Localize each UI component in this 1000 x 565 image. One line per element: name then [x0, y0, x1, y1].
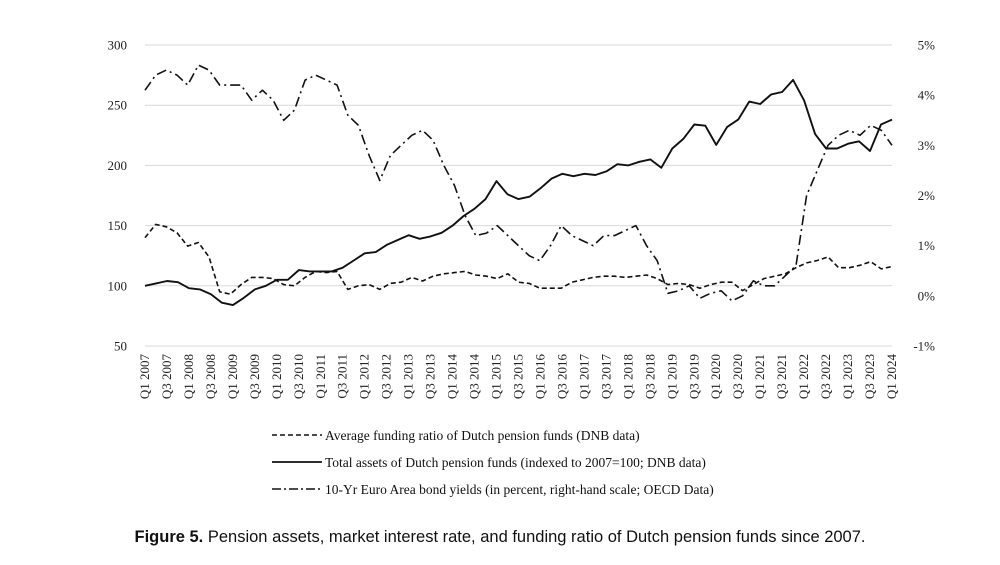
x-tick-label: Q3 2019	[686, 354, 701, 399]
x-tick-label: Q3 2023	[862, 354, 877, 399]
left-tick-label: 250	[108, 98, 128, 113]
right-tick-label: 1%	[918, 238, 936, 253]
figure-caption: Figure 5. Pension assets, market interes…	[0, 528, 1000, 547]
x-tick-label: Q1 2007	[137, 354, 152, 400]
right-tick-label: 3%	[918, 138, 936, 153]
x-tick-label: Q1 2017	[576, 354, 591, 400]
caption-label: Figure 5.	[134, 528, 204, 546]
right-axis: 5% 4% 3% 2% 1% 0% -1%	[913, 38, 935, 354]
right-tick-label: 5%	[918, 38, 936, 53]
x-tick-label: Q1 2015	[489, 354, 504, 399]
x-tick-label: Q1 2012	[357, 354, 372, 399]
caption-text: Pension assets, market interest rate, an…	[207, 528, 866, 546]
x-tick-label: Q3 2021	[774, 354, 789, 399]
x-tick-label: Q3 2007	[159, 354, 174, 400]
x-tick-label: Q3 2009	[247, 354, 262, 399]
x-tick-label: Q1 2020	[708, 354, 723, 399]
series-line-bond-yields	[144, 64, 893, 302]
x-tick-label: Q1 2014	[445, 354, 460, 400]
x-tick-label: Q1 2022	[796, 354, 811, 399]
x-tick-label: Q3 2015	[511, 354, 526, 399]
x-tick-label: Q3 2020	[730, 354, 745, 399]
x-tick-label: Q3 2022	[818, 354, 833, 399]
x-tick-label: Q3 2017	[598, 354, 613, 400]
legend: Average funding ratio of Dutch pension f…	[272, 428, 714, 497]
series-lines	[144, 64, 893, 307]
right-tick-label: 4%	[918, 88, 936, 103]
x-tick-label: Q3 2013	[423, 354, 438, 399]
x-tick-label: Q1 2013	[401, 354, 416, 399]
left-tick-label: 300	[108, 38, 128, 53]
left-tick-label: 50	[114, 339, 127, 354]
x-tick-label: Q1 2024	[884, 354, 899, 400]
x-tick-label: Q1 2009	[225, 354, 240, 399]
x-tick-label: Q3 2011	[335, 354, 350, 399]
series-line-total-assets	[144, 78, 893, 307]
series-line-funding-ratio	[144, 223, 893, 296]
right-tick-label: -1%	[913, 339, 935, 354]
legend-label-bond-yields: 10-Yr Euro Area bond yields (in percent,…	[325, 482, 714, 497]
legend-label-total-assets: Total assets of Dutch pension funds (ind…	[325, 455, 706, 470]
left-tick-label: 100	[108, 278, 128, 293]
x-tick-label: Q1 2010	[269, 354, 284, 399]
x-tick-label: Q1 2018	[620, 354, 635, 399]
gridlines	[145, 44, 892, 347]
left-tick-label: 200	[108, 158, 128, 173]
x-tick-label: Q3 2016	[554, 354, 569, 400]
left-tick-label: 150	[108, 218, 128, 233]
x-axis: Q1 2007 Q3 2007 Q1 2008 Q3 2008 Q1 2009 Q3 20…	[137, 354, 899, 400]
x-tick-label: Q3 2008	[203, 354, 218, 399]
x-tick-label: Q1 2023	[840, 354, 855, 399]
x-tick-label: Q1 2021	[752, 354, 767, 399]
right-tick-label: 0%	[918, 288, 936, 303]
x-tick-label: Q3 2012	[379, 354, 394, 399]
left-axis: 300 250 200 150 100 50	[108, 38, 128, 354]
right-tick-label: 2%	[918, 188, 936, 203]
x-tick-label: Q1 2016	[532, 354, 547, 400]
x-tick-label: Q1 2011	[313, 354, 328, 399]
legend-label-funding-ratio: Average funding ratio of Dutch pension f…	[325, 428, 640, 443]
x-tick-label: Q3 2014	[467, 354, 482, 400]
x-tick-label: Q3 2018	[642, 354, 657, 399]
x-tick-label: Q1 2008	[181, 354, 196, 399]
x-tick-label: Q1 2019	[664, 354, 679, 399]
x-tick-label: Q3 2010	[291, 354, 306, 399]
